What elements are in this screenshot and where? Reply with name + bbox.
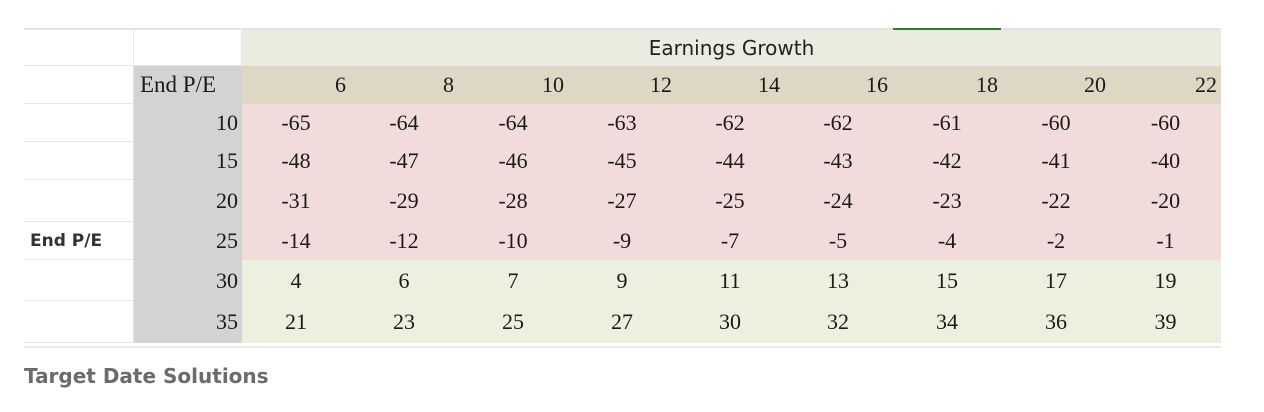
table-cell[interactable]: -62: [784, 104, 892, 142]
table-cell[interactable]: -25: [676, 180, 784, 222]
empty-cell[interactable]: [24, 260, 134, 301]
table-title[interactable]: Earnings Growth: [242, 30, 1221, 66]
empty-cell[interactable]: [24, 104, 134, 142]
table-cell[interactable]: 4: [242, 260, 350, 301]
table-cell[interactable]: -31: [242, 180, 350, 222]
sheet-top-border: [24, 28, 1221, 30]
table-cell[interactable]: 21: [242, 301, 350, 343]
row-header[interactable]: 10: [134, 104, 242, 142]
table-cell[interactable]: -28: [458, 180, 568, 222]
table-cell[interactable]: -5: [784, 222, 892, 260]
table-cell[interactable]: -2: [1002, 222, 1110, 260]
table-cell[interactable]: -24: [784, 180, 892, 222]
table-cell[interactable]: 25: [458, 301, 568, 343]
table-cell[interactable]: -44: [676, 142, 784, 180]
table-cell[interactable]: 11: [676, 260, 784, 301]
row-header[interactable]: 25: [134, 222, 242, 260]
row-header[interactable]: 20: [134, 180, 242, 222]
table-cell[interactable]: -41: [1002, 142, 1110, 180]
table-cell[interactable]: -40: [1110, 142, 1221, 180]
column-header[interactable]: 16: [784, 66, 892, 104]
table-cell[interactable]: -63: [568, 104, 676, 142]
table-cell[interactable]: 32: [784, 301, 892, 343]
table-cell[interactable]: 7: [458, 260, 568, 301]
column-header[interactable]: 20: [1002, 66, 1110, 104]
column-header[interactable]: 10: [458, 66, 568, 104]
table-cell[interactable]: 19: [1110, 260, 1221, 301]
column-header[interactable]: 6: [242, 66, 350, 104]
table-cell[interactable]: -65: [242, 104, 350, 142]
table-cell[interactable]: -10: [458, 222, 568, 260]
source-caption: Target Date Solutions: [24, 364, 269, 388]
column-header[interactable]: 12: [568, 66, 676, 104]
table-cell[interactable]: 9: [568, 260, 676, 301]
table-cell[interactable]: 13: [784, 260, 892, 301]
table-cell[interactable]: -12: [350, 222, 458, 260]
row-header[interactable]: 15: [134, 142, 242, 180]
empty-cell[interactable]: [24, 66, 134, 104]
table-cell[interactable]: -64: [458, 104, 568, 142]
table-cell[interactable]: 30: [676, 301, 784, 343]
column-header[interactable]: 18: [892, 66, 1002, 104]
table-cell[interactable]: -20: [1110, 180, 1221, 222]
table-cell[interactable]: 6: [350, 260, 458, 301]
table-cell[interactable]: 27: [568, 301, 676, 343]
table-cell[interactable]: -45: [568, 142, 676, 180]
table-cell[interactable]: -7: [676, 222, 784, 260]
table-cell[interactable]: -43: [784, 142, 892, 180]
empty-cell[interactable]: [24, 301, 134, 343]
table-cell[interactable]: 34: [892, 301, 1002, 343]
table-grid: Earnings Growth End P/E 6 8 10 12 14 16 …: [24, 30, 1221, 343]
table-cell[interactable]: -4: [892, 222, 1002, 260]
table-cell[interactable]: -23: [892, 180, 1002, 222]
selected-cell-indicator: [893, 28, 1001, 31]
table-cell[interactable]: -14: [242, 222, 350, 260]
column-header[interactable]: 8: [350, 66, 458, 104]
table-cell[interactable]: 39: [1110, 301, 1221, 343]
column-header[interactable]: 14: [676, 66, 784, 104]
table-cell[interactable]: 36: [1002, 301, 1110, 343]
table-cell[interactable]: 23: [350, 301, 458, 343]
empty-cell[interactable]: [24, 142, 134, 180]
sheet-bottom-border: [24, 346, 1221, 348]
table-cell[interactable]: -64: [350, 104, 458, 142]
empty-cell[interactable]: [24, 180, 134, 222]
table-cell[interactable]: -22: [1002, 180, 1110, 222]
row-header-title[interactable]: End P/E: [134, 66, 242, 104]
empty-cell[interactable]: [24, 30, 134, 66]
table-cell[interactable]: -60: [1110, 104, 1221, 142]
side-axis-label[interactable]: End P/E: [24, 222, 134, 260]
row-header[interactable]: 35: [134, 301, 242, 343]
empty-cell[interactable]: [134, 30, 242, 66]
table-cell[interactable]: -47: [350, 142, 458, 180]
table-cell[interactable]: -9: [568, 222, 676, 260]
table-cell[interactable]: -62: [676, 104, 784, 142]
row-header[interactable]: 30: [134, 260, 242, 301]
table-cell[interactable]: -42: [892, 142, 1002, 180]
table-cell[interactable]: -27: [568, 180, 676, 222]
column-header[interactable]: 22: [1110, 66, 1221, 104]
spreadsheet-table: Earnings Growth End P/E 6 8 10 12 14 16 …: [24, 30, 1221, 348]
table-cell[interactable]: 15: [892, 260, 1002, 301]
table-cell[interactable]: -46: [458, 142, 568, 180]
table-cell[interactable]: -48: [242, 142, 350, 180]
table-cell[interactable]: -60: [1002, 104, 1110, 142]
table-cell[interactable]: -29: [350, 180, 458, 222]
table-cell[interactable]: 17: [1002, 260, 1110, 301]
table-cell[interactable]: -1: [1110, 222, 1221, 260]
table-cell[interactable]: -61: [892, 104, 1002, 142]
